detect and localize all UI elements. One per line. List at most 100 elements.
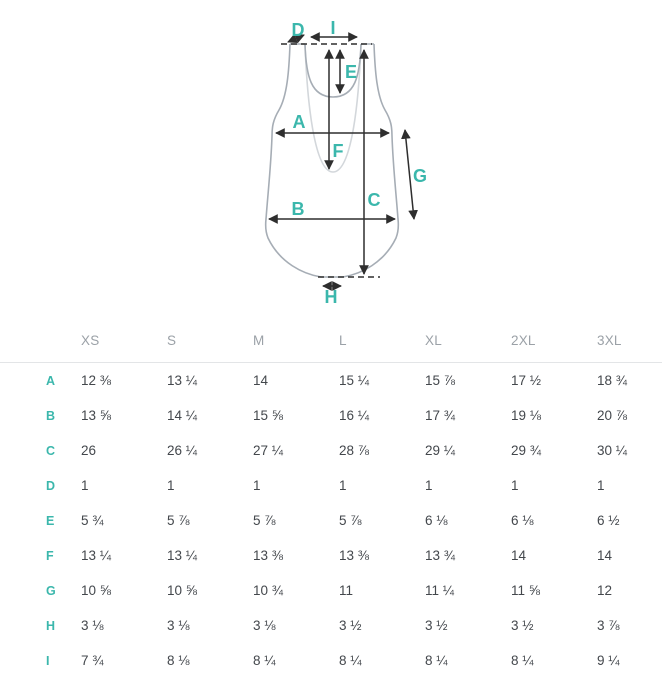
measurement-value: 3 ⅛ xyxy=(253,618,276,633)
diagram-label-b: B xyxy=(292,199,305,219)
measurement-value: 19 ⅛ xyxy=(511,408,542,423)
diagram-label-e: E xyxy=(345,62,357,82)
measurement-value: 3 ⅛ xyxy=(167,618,190,633)
measurement-value: 26 ¼ xyxy=(167,443,198,458)
measurement-value: 13 ¼ xyxy=(167,373,198,388)
measurement-value: 11 xyxy=(339,583,354,598)
diagram-label-g: G xyxy=(413,166,427,186)
measurement-value: 9 ¼ xyxy=(597,653,620,668)
table-row-a: A 12 ⅜ 13 ¼ 14 15 ¼ 15 ⅞ 17 ½ 18 ¾ xyxy=(0,363,662,398)
size-chart-table: XS S M L XL 2XL 3XL A 12 ⅜ 13 ¼ 14 15 ¼ … xyxy=(0,318,662,678)
measurement-value: 28 ⅞ xyxy=(339,443,370,458)
diagram-label-d: D xyxy=(292,20,305,40)
table-row-e: E 5 ¾ 5 ⅞ 5 ⅞ 5 ⅞ 6 ⅛ 6 ⅛ 6 ½ xyxy=(0,503,662,538)
bodysuit-measurement-diagram: D I E A F G C B H xyxy=(0,0,662,318)
measurement-value: 15 ⅞ xyxy=(425,373,456,388)
measurement-value: 13 ⅝ xyxy=(81,408,112,423)
column-header-3xl: 3XL xyxy=(597,332,622,348)
measurement-value: 30 ¼ xyxy=(597,443,628,458)
measurement-value: 13 ⅜ xyxy=(253,548,284,563)
diagram-label-a: A xyxy=(293,112,306,132)
measurement-value: 12 ⅜ xyxy=(81,373,112,388)
measurement-value: 1 xyxy=(81,478,89,493)
measurement-value: 29 ¼ xyxy=(425,443,456,458)
column-header-xl: XL xyxy=(425,332,442,348)
measure-arrow-d xyxy=(287,34,305,43)
column-header-l: L xyxy=(339,332,347,348)
measurement-value: 6 ⅛ xyxy=(511,513,534,528)
column-header-xs: XS xyxy=(81,332,100,348)
row-label-f: F xyxy=(46,548,54,563)
measurement-value: 6 ⅛ xyxy=(425,513,448,528)
measurement-value: 5 ¾ xyxy=(81,513,104,528)
measurement-value: 15 ¼ xyxy=(339,373,370,388)
measurement-value: 14 xyxy=(511,548,527,563)
row-label-a: A xyxy=(46,373,56,388)
measurement-value: 6 ½ xyxy=(597,513,620,528)
column-header-m: M xyxy=(253,332,265,348)
diagram-label-i: I xyxy=(330,18,335,38)
measurement-value: 1 xyxy=(339,478,347,493)
measurement-value: 1 xyxy=(511,478,519,493)
table-row-f: F 13 ¼ 13 ¼ 13 ⅜ 13 ⅜ 13 ¾ 14 14 xyxy=(0,538,662,573)
row-label-h: H xyxy=(46,618,56,633)
row-label-b: B xyxy=(46,408,56,423)
measurement-value: 8 ¼ xyxy=(253,653,276,668)
measurement-value: 13 ¼ xyxy=(81,548,112,563)
measurement-value: 11 ⅝ xyxy=(511,583,541,598)
measurement-value: 3 ½ xyxy=(511,618,534,633)
measurement-value: 8 ¼ xyxy=(511,653,534,668)
table-row-b: B 13 ⅝ 14 ¼ 15 ⅝ 16 ¼ 17 ¾ 19 ⅛ 20 ⅞ xyxy=(0,398,662,433)
measurement-value: 13 ¼ xyxy=(167,548,198,563)
table-row-h: H 3 ⅛ 3 ⅛ 3 ⅛ 3 ½ 3 ½ 3 ½ 3 ⅞ xyxy=(0,608,662,643)
measurement-value: 29 ¾ xyxy=(511,443,542,458)
measurement-value: 27 ¼ xyxy=(253,443,284,458)
row-label-c: C xyxy=(46,443,56,458)
measurement-value: 18 ¾ xyxy=(597,373,628,388)
diagram-label-h: H xyxy=(325,287,338,307)
measurement-value: 16 ¼ xyxy=(339,408,370,423)
measurement-value: 13 ⅜ xyxy=(339,548,370,563)
measurement-value: 1 xyxy=(167,478,175,493)
measurement-value: 5 ⅞ xyxy=(339,513,362,528)
measurement-value: 10 ⅝ xyxy=(81,583,112,598)
measurement-value: 3 ½ xyxy=(339,618,362,633)
column-header-s: S xyxy=(167,332,177,348)
measurement-value: 10 ⅝ xyxy=(167,583,198,598)
table-row-c: C 26 26 ¼ 27 ¼ 28 ⅞ 29 ¼ 29 ¾ 30 ¼ xyxy=(0,433,662,468)
measurement-value: 1 xyxy=(253,478,261,493)
table-row-i: I 7 ¾ 8 ⅛ 8 ¼ 8 ¼ 8 ¼ 8 ¼ 9 ¼ xyxy=(0,643,662,678)
measurement-value: 17 ½ xyxy=(511,373,542,388)
measurement-value: 14 xyxy=(597,548,613,563)
measurement-value: 3 ½ xyxy=(425,618,448,633)
row-label-e: E xyxy=(46,513,55,528)
table-row-d: D 1 1 1 1 1 1 1 xyxy=(0,468,662,503)
measurement-value: 5 ⅞ xyxy=(167,513,190,528)
measurement-value: 3 ⅞ xyxy=(597,618,620,633)
measurement-value: 17 ¾ xyxy=(425,408,456,423)
measure-arrow-g xyxy=(401,129,418,220)
row-label-g: G xyxy=(46,583,56,598)
column-header-2xl: 2XL xyxy=(511,332,536,348)
row-label-d: D xyxy=(46,478,56,493)
measurement-value: 13 ¾ xyxy=(425,548,456,563)
measurement-value: 8 ⅛ xyxy=(167,653,190,668)
back-neckline-outline xyxy=(304,44,362,173)
measurement-value: 8 ¼ xyxy=(425,653,448,668)
measurement-value: 7 ¾ xyxy=(81,653,104,668)
measurement-value: 3 ⅛ xyxy=(81,618,104,633)
measurement-value: 10 ¾ xyxy=(253,583,284,598)
size-chart-header-row: XS S M L XL 2XL 3XL xyxy=(0,318,662,363)
measurement-value: 5 ⅞ xyxy=(253,513,276,528)
measurement-value: 15 ⅝ xyxy=(253,408,284,423)
measurement-value: 12 xyxy=(597,583,613,598)
measurement-value: 1 xyxy=(425,478,433,493)
measurement-value: 11 ¼ xyxy=(425,583,455,598)
measurement-value: 14 ¼ xyxy=(167,408,198,423)
measurement-value: 26 xyxy=(81,443,97,458)
diagram-label-f: F xyxy=(333,141,344,161)
measurement-value: 14 xyxy=(253,373,269,388)
table-row-g: G 10 ⅝ 10 ⅝ 10 ¾ 11 11 ¼ 11 ⅝ 12 xyxy=(0,573,662,608)
measurement-value: 1 xyxy=(597,478,605,493)
measurement-value: 20 ⅞ xyxy=(597,408,628,423)
